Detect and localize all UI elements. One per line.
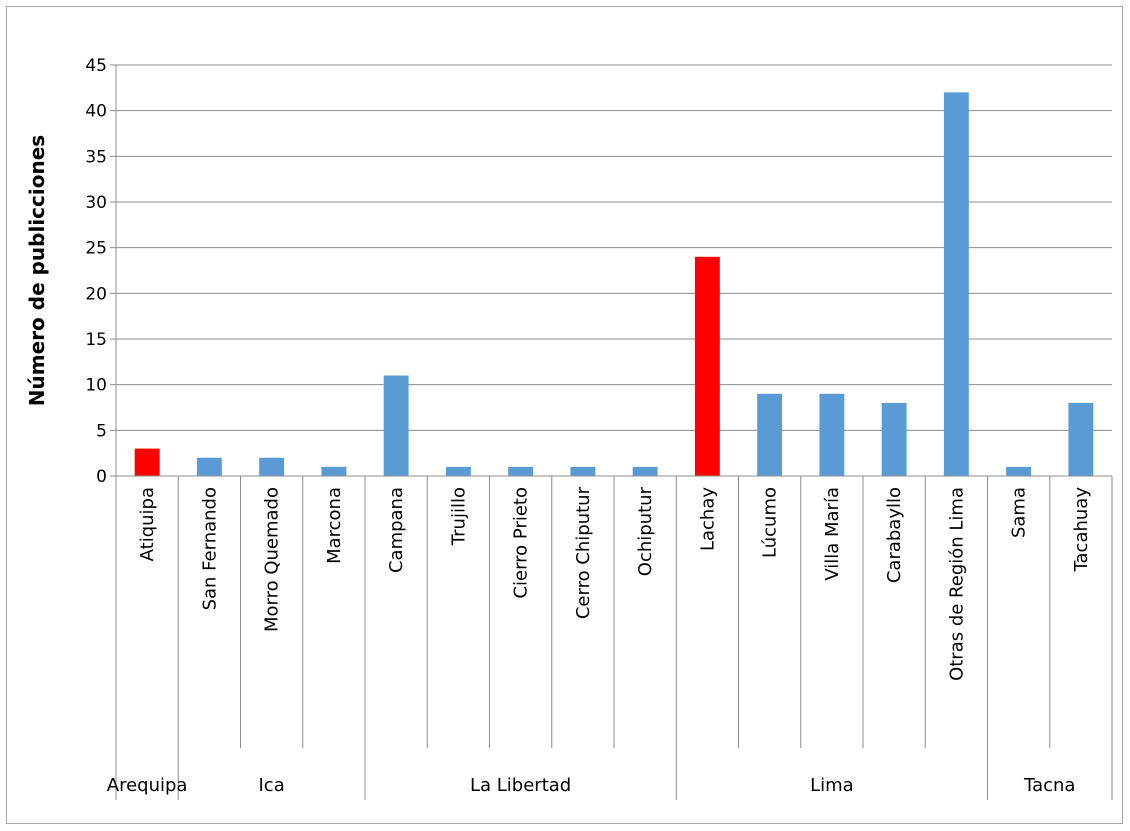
group-label: Lima	[810, 775, 854, 796]
bar-san-fernando	[196, 457, 222, 476]
group-label: Ica	[259, 775, 285, 796]
group-label: Tacna	[1023, 775, 1075, 796]
y-tick-label: 30	[85, 193, 107, 213]
chart-frame	[6, 6, 1123, 824]
bar-trujillo	[445, 466, 471, 476]
x-tick-label: Campana	[386, 487, 407, 573]
group-label: Arequipa	[107, 775, 188, 796]
y-tick-label: 45	[85, 56, 107, 76]
x-tick-label: Morro Quemado	[262, 487, 283, 632]
x-tick-label: Atiquipa	[137, 487, 158, 561]
y-tick-label: 20	[85, 284, 107, 304]
bar-marcona	[321, 466, 347, 476]
bar-campana	[383, 375, 409, 476]
bar-cerro-chiputur	[570, 466, 596, 476]
bar-tacahuay	[1068, 402, 1094, 476]
x-tick-label: Carabayllo	[884, 487, 905, 583]
bar-villa-maría	[819, 393, 845, 476]
bar-lúcumo	[757, 393, 783, 476]
y-tick-label: 5	[96, 421, 107, 441]
x-tick-label: San Fernando	[199, 487, 220, 610]
y-tick-label: 10	[85, 376, 107, 396]
group-label: La Libertad	[470, 775, 571, 796]
x-tick-label: Marcona	[324, 487, 345, 564]
bar-lachay	[694, 256, 720, 476]
y-tick-label: 25	[85, 239, 107, 259]
x-tick-label: Cierro Prieto	[511, 487, 532, 599]
bar-carabayllo	[881, 402, 907, 476]
bar-ochiputur	[632, 466, 658, 476]
bar-morro-quemado	[259, 457, 285, 476]
x-tick-label: Tacahuay	[1071, 487, 1092, 573]
bar-cierro-prieto	[508, 466, 534, 476]
x-tick-label: Trujillo	[448, 487, 469, 546]
y-tick-label: 15	[85, 330, 107, 350]
x-tick-label: Cerro Chiputur	[573, 486, 594, 619]
y-tick-label: 40	[85, 102, 107, 122]
x-tick-label: Sama	[1009, 487, 1030, 538]
x-tick-label: Otras de Región Lima	[946, 487, 967, 681]
bar-atiquipa	[134, 448, 160, 476]
y-tick-label: 35	[85, 147, 107, 167]
y-tick-label: 0	[96, 467, 107, 487]
x-tick-label: Lúcumo	[760, 487, 781, 558]
y-axis-title: Número de publicciones	[25, 135, 49, 406]
bar-sama	[1006, 466, 1032, 476]
x-tick-label: Lachay	[697, 487, 718, 551]
bar-otras-de-región-lima	[943, 92, 969, 477]
x-tick-label: Ochiputur	[635, 486, 656, 576]
x-tick-label: Villa María	[822, 487, 843, 581]
